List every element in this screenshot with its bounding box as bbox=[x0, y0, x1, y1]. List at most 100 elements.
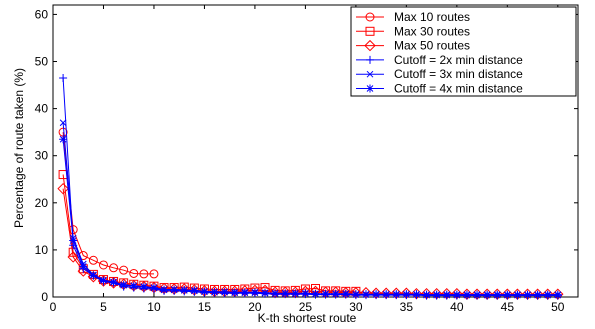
data-point bbox=[483, 290, 492, 299]
data-point bbox=[523, 290, 532, 299]
x-tick-label: 5 bbox=[100, 300, 107, 314]
legend-marker bbox=[366, 84, 374, 93]
data-point bbox=[129, 268, 139, 278]
data-point bbox=[271, 289, 280, 298]
data-point bbox=[503, 290, 512, 299]
data-point bbox=[452, 290, 461, 299]
y-tick-label: 40 bbox=[35, 102, 49, 116]
y-axis-label: Percentage of route taken (%) bbox=[12, 68, 26, 228]
data-point bbox=[109, 277, 118, 286]
y-tick-label: 20 bbox=[35, 196, 49, 210]
data-point bbox=[473, 290, 482, 299]
data-point bbox=[321, 289, 330, 298]
data-point bbox=[341, 289, 350, 298]
data-point bbox=[432, 290, 441, 299]
data-point bbox=[200, 287, 209, 296]
y-tick-label: 50 bbox=[35, 55, 49, 69]
legend-marker bbox=[366, 55, 374, 64]
data-point bbox=[99, 276, 108, 285]
data-point bbox=[67, 251, 79, 263]
data-point bbox=[57, 182, 69, 195]
data-point bbox=[412, 290, 421, 299]
data-point bbox=[331, 289, 340, 298]
data-point bbox=[513, 290, 522, 299]
y-tick-label: 60 bbox=[35, 7, 49, 21]
data-point bbox=[109, 263, 119, 273]
data-point bbox=[139, 269, 149, 279]
x-tick-label: 0 bbox=[50, 300, 57, 314]
legend-label: Cutoff = 4x min distance bbox=[394, 82, 523, 96]
data-point bbox=[301, 289, 310, 298]
y-tick-label: 30 bbox=[35, 149, 49, 163]
data-point bbox=[59, 135, 68, 144]
x-axis-label: K-th shortest route bbox=[258, 311, 357, 325]
data-point bbox=[89, 271, 98, 280]
legend-marker bbox=[366, 70, 374, 78]
y-tick-label: 10 bbox=[35, 243, 49, 257]
data-point bbox=[361, 290, 370, 299]
x-tick-label: 40 bbox=[450, 300, 464, 314]
data-point bbox=[442, 290, 451, 299]
legend-label: Max 10 routes bbox=[394, 10, 470, 24]
data-point bbox=[250, 288, 259, 297]
legend-entry: Max 50 routes bbox=[356, 39, 470, 53]
data-point bbox=[553, 290, 562, 299]
x-tick-label: 10 bbox=[147, 300, 161, 314]
series-6 bbox=[59, 135, 562, 299]
x-tick-label: 25 bbox=[299, 300, 313, 314]
x-tick-label: 35 bbox=[400, 300, 414, 314]
data-point bbox=[402, 290, 411, 299]
data-point bbox=[392, 290, 401, 299]
data-point bbox=[190, 286, 199, 295]
data-point bbox=[382, 290, 391, 299]
data-point bbox=[69, 236, 78, 245]
data-point bbox=[493, 290, 502, 299]
legend-entry: Max 30 routes bbox=[356, 24, 470, 38]
series-layer bbox=[57, 74, 564, 300]
x-axis: 0 5 10 15 20 25 30 35 40 45 50 bbox=[50, 5, 565, 314]
data-point bbox=[79, 262, 88, 271]
data-point bbox=[311, 289, 320, 298]
legend-marker bbox=[365, 12, 375, 22]
data-point bbox=[351, 290, 360, 299]
data-point bbox=[372, 290, 381, 299]
data-point bbox=[261, 288, 270, 297]
legend-label: Max 30 routes bbox=[394, 24, 470, 38]
legend-entry: Max 10 routes bbox=[356, 10, 470, 24]
data-point bbox=[240, 288, 249, 297]
data-point bbox=[533, 290, 542, 299]
legend-label: Cutoff = 3x min distance bbox=[394, 67, 523, 81]
y-axis: 0 10 20 30 40 50 60 bbox=[35, 7, 578, 304]
y-tick-label: 0 bbox=[41, 290, 48, 304]
data-point bbox=[59, 74, 68, 82]
legend-label: Cutoff = 2x min distance bbox=[394, 53, 523, 67]
legend-box bbox=[350, 6, 577, 97]
data-point bbox=[98, 260, 108, 270]
data-point bbox=[462, 290, 471, 299]
data-point bbox=[281, 289, 290, 298]
data-point bbox=[160, 285, 169, 294]
x-tick-label: 20 bbox=[248, 300, 262, 314]
legend-label: Max 50 routes bbox=[394, 39, 470, 53]
data-point bbox=[170, 285, 179, 294]
data-point bbox=[220, 287, 229, 296]
data-point bbox=[149, 283, 158, 292]
data-point bbox=[210, 287, 219, 296]
data-point bbox=[149, 269, 159, 279]
data-point bbox=[129, 281, 138, 290]
data-point bbox=[119, 265, 129, 275]
series-line bbox=[62, 132, 154, 275]
legend-marker bbox=[365, 26, 375, 36]
data-point bbox=[543, 290, 552, 299]
data-point bbox=[139, 282, 148, 291]
data-point bbox=[422, 290, 431, 299]
legend-entry: Cutoff = 2x min distance bbox=[356, 53, 523, 67]
data-point bbox=[180, 285, 189, 294]
data-point bbox=[88, 255, 98, 265]
legend-entry: Cutoff = 3x min distance bbox=[356, 67, 523, 81]
legend-entry: Cutoff = 4x min distance bbox=[356, 82, 523, 96]
data-point bbox=[119, 280, 128, 289]
data-point bbox=[230, 288, 239, 297]
